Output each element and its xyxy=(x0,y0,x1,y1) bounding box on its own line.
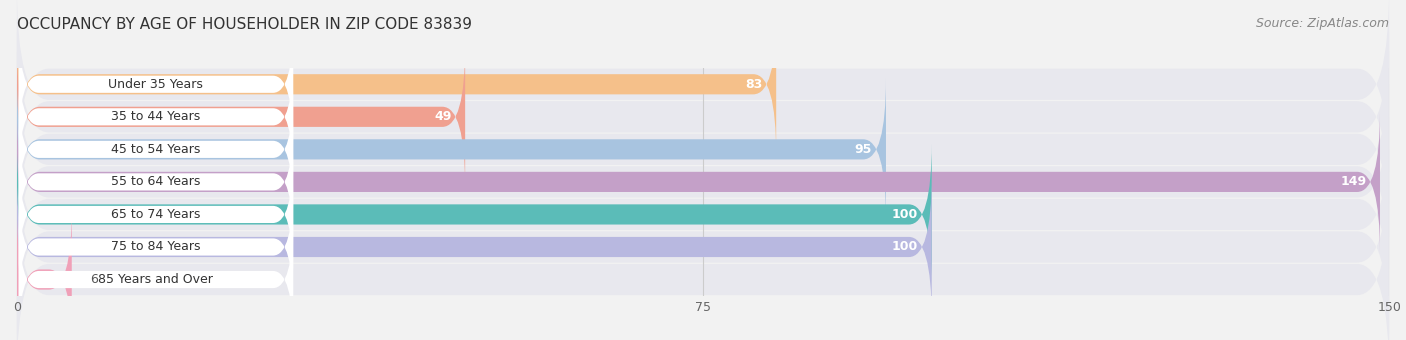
Text: 65 to 74 Years: 65 to 74 Years xyxy=(111,208,201,221)
Text: 75 to 84 Years: 75 to 84 Years xyxy=(111,240,201,254)
FancyBboxPatch shape xyxy=(17,110,1379,253)
FancyBboxPatch shape xyxy=(17,51,1389,248)
Text: 100: 100 xyxy=(891,240,918,254)
FancyBboxPatch shape xyxy=(17,46,465,188)
Text: 35 to 44 Years: 35 to 44 Years xyxy=(111,110,201,123)
FancyBboxPatch shape xyxy=(17,78,886,221)
Text: OCCUPANCY BY AGE OF HOUSEHOLDER IN ZIP CODE 83839: OCCUPANCY BY AGE OF HOUSEHOLDER IN ZIP C… xyxy=(17,17,472,32)
FancyBboxPatch shape xyxy=(18,151,294,277)
Text: 95: 95 xyxy=(855,143,872,156)
FancyBboxPatch shape xyxy=(18,217,294,340)
FancyBboxPatch shape xyxy=(17,116,1389,313)
Text: 149: 149 xyxy=(1340,175,1367,188)
FancyBboxPatch shape xyxy=(17,176,932,318)
Text: 45 to 54 Years: 45 to 54 Years xyxy=(111,143,201,156)
Text: Under 35 Years: Under 35 Years xyxy=(108,78,204,91)
Text: 49: 49 xyxy=(434,110,451,123)
FancyBboxPatch shape xyxy=(17,0,1389,183)
FancyBboxPatch shape xyxy=(18,54,294,180)
FancyBboxPatch shape xyxy=(18,184,294,310)
FancyBboxPatch shape xyxy=(17,13,776,155)
Text: 85 Years and Over: 85 Years and Over xyxy=(98,273,214,286)
Text: 55 to 64 Years: 55 to 64 Years xyxy=(111,175,201,188)
FancyBboxPatch shape xyxy=(17,19,1389,215)
FancyBboxPatch shape xyxy=(17,84,1389,280)
FancyBboxPatch shape xyxy=(18,21,294,147)
FancyBboxPatch shape xyxy=(17,208,72,340)
Text: Source: ZipAtlas.com: Source: ZipAtlas.com xyxy=(1256,17,1389,30)
FancyBboxPatch shape xyxy=(17,149,1389,340)
Text: 83: 83 xyxy=(745,78,762,91)
Text: 6: 6 xyxy=(90,273,98,286)
FancyBboxPatch shape xyxy=(17,181,1389,340)
Text: 100: 100 xyxy=(891,208,918,221)
FancyBboxPatch shape xyxy=(18,119,294,245)
FancyBboxPatch shape xyxy=(17,143,932,286)
FancyBboxPatch shape xyxy=(18,86,294,212)
